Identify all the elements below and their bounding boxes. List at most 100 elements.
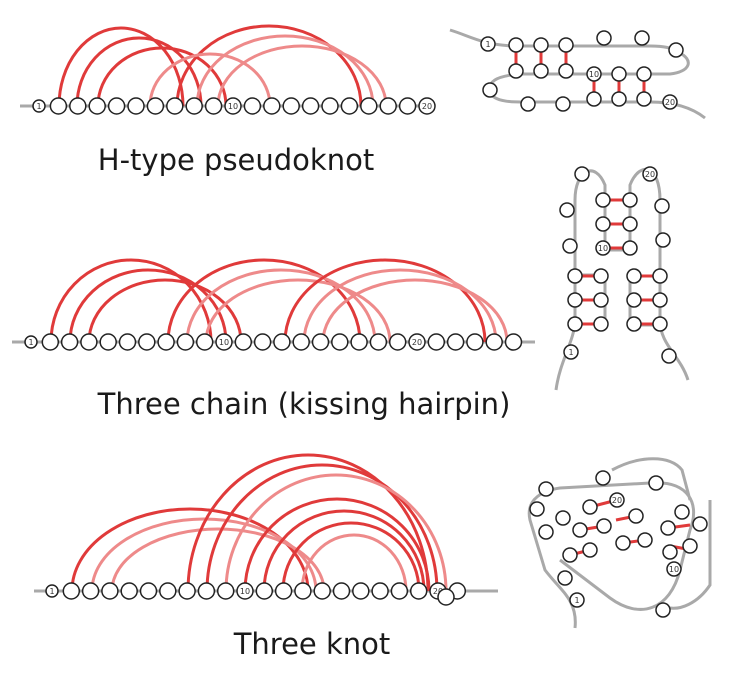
nucleotide-node (637, 532, 653, 548)
nucleotide-node (360, 97, 378, 115)
node-label-10: 10 (228, 102, 238, 111)
node-label-20: 20 (433, 587, 443, 596)
nucleotide-node (655, 602, 671, 618)
nucleotide-node (595, 240, 611, 256)
node-label-10: 10 (589, 70, 599, 79)
pair-arc (321, 278, 509, 343)
nucleotide-node (586, 91, 602, 107)
nucleotide-node (559, 202, 575, 218)
nucleotide-node (567, 268, 583, 284)
tertiary-nodes: 1 10 20 (480, 30, 684, 112)
pair-arc (96, 46, 228, 107)
nucleotide-node (692, 516, 708, 532)
nucleotide-node (567, 292, 583, 308)
node-label-10: 10 (219, 338, 229, 347)
nucleotide-node (622, 192, 638, 208)
nucleotide-node (446, 333, 465, 351)
nucleotide-node (636, 91, 652, 107)
nucleotide-node (176, 333, 195, 351)
nucleotide-node (350, 333, 368, 351)
pair-arc (224, 473, 448, 592)
arc-set (57, 24, 388, 107)
nucleotide-node (648, 475, 664, 491)
pair-arc (281, 521, 421, 592)
pair-arc (243, 497, 431, 592)
tertiary-structure-three-knot: 20 1 10 (527, 457, 712, 629)
nucleotide-node (127, 97, 145, 115)
nucleotide-node (520, 96, 536, 112)
node-label-1: 1 (49, 587, 54, 596)
nucleotide-node (49, 97, 68, 115)
node-label-20: 20 (412, 338, 422, 347)
pair-arc (70, 507, 310, 592)
nucleotide-node (668, 42, 684, 58)
nucleotide-node (555, 510, 571, 526)
nucleotide-node (99, 333, 117, 351)
nucleotide-node (379, 97, 397, 115)
nucleotide-node (321, 97, 339, 115)
pair-arc (262, 509, 426, 592)
tertiary-nodes: 20 1 10 (529, 470, 708, 618)
nucleotide-node (567, 316, 583, 332)
nucleotide-node (626, 268, 642, 284)
nucleotide-node (662, 94, 678, 110)
node-label-1: 1 (574, 596, 579, 605)
pair-arc (185, 268, 377, 343)
nucleotide-node (224, 97, 242, 115)
pair-arc (302, 268, 498, 343)
nucleotide-node (178, 582, 196, 600)
nucleotide-node (138, 333, 156, 351)
nucleotide-node (60, 333, 79, 351)
nucleotide-node (204, 97, 223, 115)
nucleotide-node (466, 333, 484, 351)
nucleotide-node (562, 238, 578, 254)
pair-arc (195, 34, 375, 107)
node-label-20: 20 (422, 102, 432, 111)
nucleotide-node (332, 582, 351, 600)
nucleotide-node (504, 333, 523, 351)
nucleotide-node (626, 316, 642, 332)
nucleotide-node (273, 333, 291, 351)
node-label-20: 20 (665, 98, 675, 107)
pair-arc (90, 517, 318, 592)
node-label-1: 1 (36, 102, 41, 111)
nucleotide-node (159, 582, 177, 600)
nucleotide-node (301, 97, 320, 115)
node-label-1: 1 (485, 40, 490, 49)
nucleotide-node (282, 97, 300, 115)
nucleotide-node (572, 522, 588, 538)
nucleotide-node (263, 97, 281, 115)
nucleotide-node (652, 316, 668, 332)
nucleotide-node (558, 37, 574, 53)
nucleotide-node (482, 82, 498, 98)
nucleotide-node (626, 292, 642, 308)
nucleotide-node (243, 97, 262, 115)
nucleotide-node (427, 333, 446, 351)
nucleotide-node (574, 166, 590, 182)
nucleotide-node (216, 582, 235, 600)
nucleotide-node (563, 344, 579, 360)
nucleotide-node (596, 518, 612, 534)
arc-diagram-h-type: 1 10 20 (20, 24, 436, 115)
nucleotide-node (69, 97, 87, 115)
pair-arc (166, 258, 362, 343)
nucleotide-node (562, 547, 578, 563)
nucleotide-node (622, 216, 638, 232)
pair-arc (283, 258, 487, 343)
nucleotide-node (652, 292, 668, 308)
pair-arc (205, 463, 439, 592)
nucleotide-node (139, 582, 158, 600)
nucleotide-node (409, 582, 428, 600)
nucleotide-node (311, 333, 330, 351)
nucleotide-node (62, 582, 81, 600)
nucleotide-node (255, 582, 274, 600)
pair-arc (75, 36, 203, 107)
nucleotide-node (508, 63, 524, 79)
nucleotide-node (595, 216, 611, 232)
tertiary-nodes: 20 10 1 (559, 166, 677, 364)
node-label-10: 10 (669, 565, 679, 574)
nucleotide-node (642, 166, 658, 182)
nucleotide-node (32, 99, 46, 113)
arc-set (49, 258, 509, 343)
nucleotide-node (390, 582, 409, 600)
